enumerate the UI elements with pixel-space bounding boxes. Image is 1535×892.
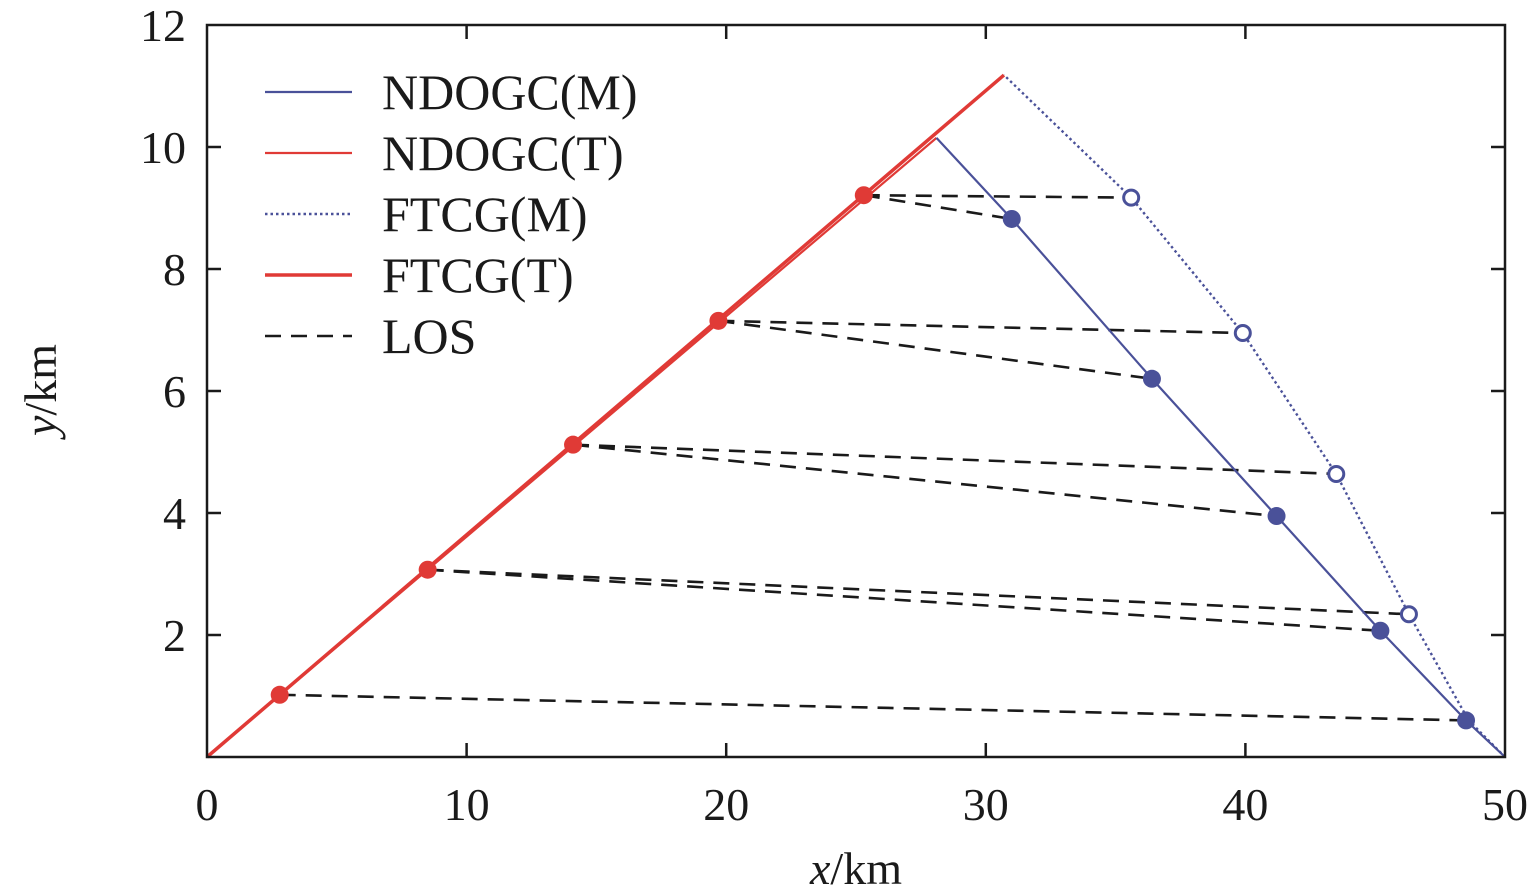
y-axis-title: y/km — [15, 344, 66, 440]
legend-label: FTCG(T) — [382, 247, 574, 303]
los-line-9 — [863, 193, 1132, 199]
los-line-5 — [572, 443, 1337, 476]
los-line-8 — [863, 193, 1012, 221]
y-tick-label-2: 2 — [163, 610, 186, 661]
target-point-5 — [854, 186, 873, 205]
y-tick-label-8: 8 — [163, 244, 186, 295]
x-tick-label-50: 50 — [1482, 779, 1528, 830]
ftcg-missile-point-1 — [1399, 605, 1418, 624]
y-tick-label-12: 12 — [140, 0, 186, 51]
legend: NDOGC(M)NDOGC(T)FTCG(M)FTCG(T)LOS — [265, 64, 638, 364]
x-tick-label-0: 0 — [196, 779, 219, 830]
los-line-1 — [279, 693, 1467, 722]
ftcg-missile-point-4 — [1122, 188, 1141, 207]
los-line-7 — [718, 319, 1243, 335]
legend-label: FTCG(M) — [382, 186, 588, 242]
legend-entry-3: FTCG(M) — [265, 186, 588, 242]
x-tick-label-40: 40 — [1222, 779, 1268, 830]
target-point-4 — [709, 311, 728, 330]
ndogc-missile-point-2 — [1371, 621, 1390, 640]
ndogc-missile-point-4 — [1142, 369, 1161, 388]
series-ftcg-m — [1003, 74, 1506, 758]
ndogc-missile-point-3 — [1267, 507, 1286, 526]
plot-layer — [205, 73, 1506, 759]
ftcg-missile-point-3 — [1233, 324, 1252, 343]
legend-entry-1: NDOGC(M) — [265, 64, 638, 120]
los-line-3 — [427, 568, 1410, 616]
los-line-4 — [572, 443, 1277, 518]
legend-entry-5: LOS — [265, 308, 476, 364]
legend-entry-2: NDOGC(T) — [265, 125, 624, 181]
target-point-1 — [270, 685, 289, 704]
ftcg-missile-point-2 — [1327, 464, 1346, 483]
legend-label: NDOGC(T) — [382, 125, 624, 181]
y-tick-label-6: 6 — [163, 366, 186, 417]
y-tick-label-4: 4 — [163, 488, 186, 539]
los-line-2 — [427, 568, 1381, 633]
x-tick-label-20: 20 — [703, 779, 749, 830]
legend-entry-4: FTCG(T) — [265, 247, 574, 303]
axes: 0 10 20 30 40 50 2 4 6 8 10 12 x/km y/km — [15, 0, 1528, 892]
legend-label: LOS — [382, 308, 476, 364]
target-point-2 — [418, 560, 437, 579]
x-axis-title: x/km — [809, 843, 902, 892]
series-ndogc-m — [935, 137, 1506, 758]
y-tick-label-10: 10 — [140, 122, 186, 173]
ndogc-missile-point-1 — [1457, 711, 1476, 730]
target-point-3 — [564, 435, 583, 454]
x-tick-label-10: 10 — [444, 779, 490, 830]
ndogc-missile-point-5 — [1002, 209, 1021, 228]
los-line-6 — [718, 319, 1153, 381]
legend-label: NDOGC(M) — [382, 64, 638, 120]
x-tick-label-30: 30 — [963, 779, 1009, 830]
